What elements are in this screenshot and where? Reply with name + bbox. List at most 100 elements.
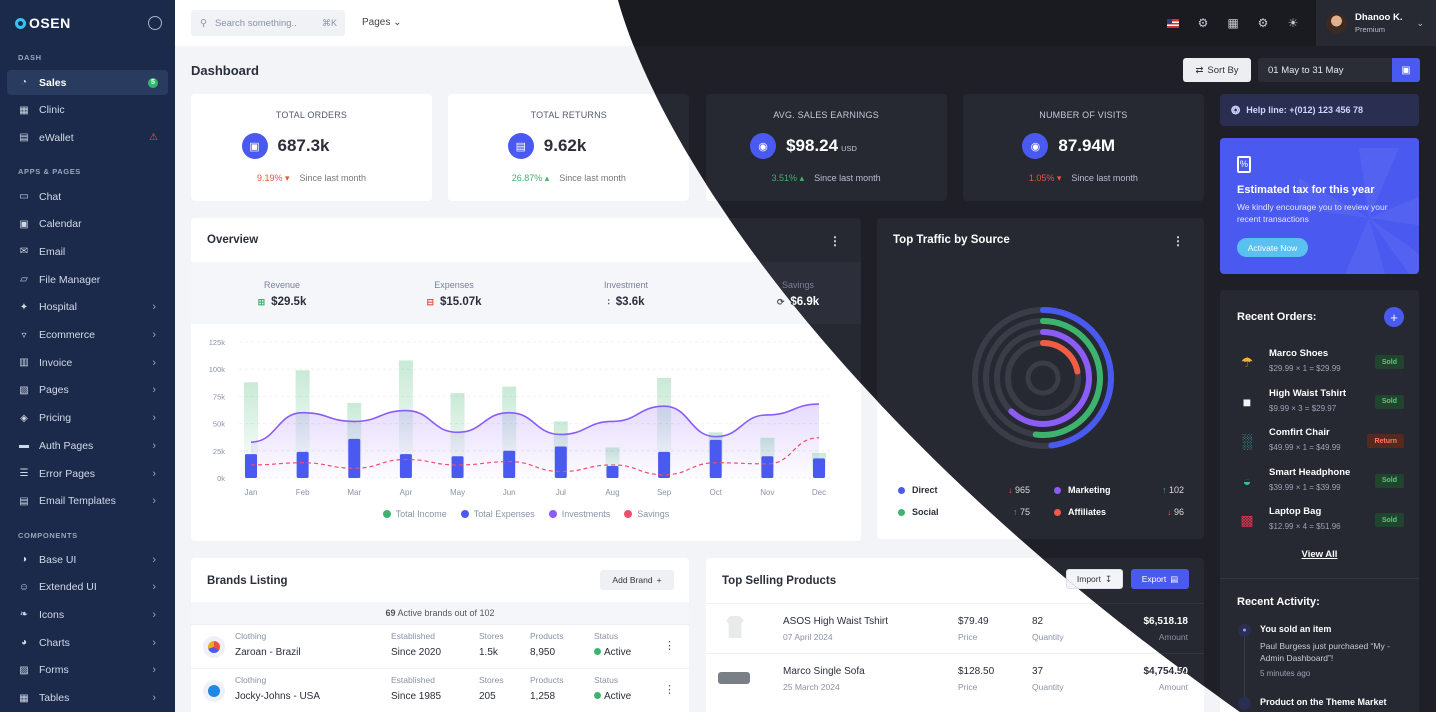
expenses-bar xyxy=(451,456,464,478)
legend-item[interactable]: Total Income xyxy=(382,509,447,519)
theme-sun-icon[interactable]: ☀ xyxy=(1287,16,1299,30)
legend-item[interactable]: Investments xyxy=(548,509,610,519)
overview-chart: 0k 25k 50k 75k 100k 125k Jan Feb Mar Apr May Jun Jul… xyxy=(209,338,831,497)
smiley-icon: ☺ xyxy=(18,581,30,593)
expenses-bar xyxy=(709,439,722,478)
stat-label: TOTAL ORDERS xyxy=(275,110,348,120)
export-button[interactable]: Export▤ xyxy=(1131,569,1189,589)
sidebar-item-ewallet[interactable]: ▤ eWallet ⚠ xyxy=(7,125,168,150)
topbar-actions: ⚙ ▦ ⚙ ☀ Dhanoo K. Premium ⌄ xyxy=(1166,0,1436,46)
sidebar-toggle-icon[interactable] xyxy=(148,16,162,30)
app-logo[interactable]: OSEN xyxy=(15,15,71,31)
order-name: Smart Headphone xyxy=(1269,466,1351,478)
sidebar-item-charts[interactable]: ◕ Charts › xyxy=(7,630,168,655)
sort-by-label: Sort By xyxy=(1207,64,1239,76)
search-box[interactable]: ⚲ Search something.. ⌘K xyxy=(191,10,345,36)
sidebar-item-extended-ui[interactable]: ☺ Extended UI › xyxy=(7,575,168,600)
status-badge: Sold xyxy=(1375,395,1404,409)
stat-card: TOTAL ORDERS ▣ 687.3k 9.19% ▾ Since last mon… xyxy=(191,94,432,201)
summary-label: Revenue xyxy=(263,280,301,290)
language-flag-icon[interactable] xyxy=(1166,16,1180,30)
table-row[interactable]: Clothing Zaroan - Brazil Established Since … xyxy=(191,624,689,668)
sort-by-button[interactable]: ⇄Sort By xyxy=(1183,58,1251,82)
sidebar-item-forms[interactable]: ▨ Forms › xyxy=(7,658,168,683)
order-row[interactable]: ■ High Waist Tshirt $9.99 × 3 = $29.97 Sold xyxy=(1220,386,1419,422)
sidebar: OSEN DASH APPS & PAGES COMPONENTS ◔ Sales… xyxy=(0,0,175,712)
sidebar-item-tables[interactable]: ▦ Tables › xyxy=(7,686,168,711)
order-row[interactable]: ░ Comfirt Chair $49.99 × 1 = $49.99 Return xyxy=(1220,425,1419,461)
legend-item[interactable]: Total Expenses xyxy=(460,509,535,519)
sidebar-item-file-manager[interactable]: ▱ File Manager xyxy=(7,267,168,292)
column-label: Status xyxy=(594,631,619,641)
brand-category: Clothing xyxy=(235,675,267,685)
search-icon: ⚲ xyxy=(200,17,207,29)
settings-gear-icon[interactable]: ⚙ xyxy=(1257,16,1269,30)
sidebar-item-pages[interactable]: ▧ Pages › xyxy=(7,378,168,403)
x-tick-label: Mar xyxy=(347,488,361,497)
top-selling-title: Top Selling Products xyxy=(722,575,837,587)
brand-products: 8,950 xyxy=(530,647,555,658)
stat-footer: 1.05% ▾ Since last month xyxy=(963,173,1204,184)
order-row[interactable]: ▩ Laptop Bag $12.99 × 4 = $51.96 Sold xyxy=(1220,504,1419,540)
sidebar-item-clinic[interactable]: ▦ Clinic xyxy=(7,98,168,123)
stat-label: NUMBER OF VISITS xyxy=(1039,110,1128,120)
legend-swatch xyxy=(460,510,469,518)
ring-direct xyxy=(975,310,1111,446)
order-row[interactable]: ☂ Marco Shoes $29.99 × 1 = $29.99 Sold xyxy=(1220,346,1419,382)
sidebar-item-icons[interactable]: ❧ Icons › xyxy=(7,602,168,627)
sidebar-item-ecommerce[interactable]: ▿ Ecommerce › xyxy=(7,323,168,348)
search-input[interactable]: Search something.. xyxy=(214,17,297,29)
price-tag-icon: ◈ xyxy=(20,412,28,424)
form-icon: ▨ xyxy=(19,664,29,676)
tax-card: % Estimated tax for this year We kindly … xyxy=(1220,138,1419,274)
column-label: Price xyxy=(958,682,978,692)
calendar-icon[interactable]: ▣ xyxy=(1392,58,1420,82)
arrow-up-icon: ↑ xyxy=(1161,485,1169,495)
sidebar-item-label: Tables xyxy=(39,692,70,704)
product-price: $79.49 xyxy=(958,616,989,627)
refresh-icon: ⟳ xyxy=(776,297,785,307)
row-menu-icon[interactable]: ⋮ xyxy=(664,684,675,696)
sidebar-item-email[interactable]: ✉ Email xyxy=(7,239,168,264)
brand-established: Since 1985 xyxy=(391,691,441,702)
date-range-input[interactable]: 01 May to 31 May ▣ xyxy=(1258,58,1420,82)
stat-icon: ◉ xyxy=(750,133,776,159)
user-menu[interactable]: Dhanoo K. Premium ⌄ xyxy=(1316,0,1436,46)
row-menu-icon[interactable]: ⋮ xyxy=(664,640,675,652)
notification-bell-icon[interactable]: ⚙ xyxy=(1197,16,1209,30)
sidebar-item-invoice[interactable]: ▥ Invoice › xyxy=(7,350,168,375)
sidebar-item-calendar[interactable]: ▣ Calendar xyxy=(7,212,168,237)
x-tick-label: Jul xyxy=(556,488,566,497)
brand-products: 1,258 xyxy=(530,691,555,702)
activate-now-button[interactable]: Activate Now xyxy=(1237,238,1308,257)
order-row[interactable]: ◒ Smart Headphone $39.99 × 1 = $39.99 Sold xyxy=(1220,465,1419,501)
sidebar-item-sales[interactable]: ◔ Sales 5 xyxy=(7,70,168,95)
help-line[interactable]: ❂ Help line: +(012) 123 456 78 xyxy=(1220,94,1419,126)
sidebar-item-label: Chat xyxy=(39,190,62,203)
chevron-right-icon: › xyxy=(152,495,156,508)
sidebar-item-auth-pages[interactable]: ▬ Auth Pages › xyxy=(7,433,168,458)
x-tick-label: Oct xyxy=(710,488,723,497)
sidebar-item-email-templates[interactable]: ▤ Email Templates › xyxy=(7,489,168,514)
import-button[interactable]: Import↧ xyxy=(1066,569,1123,589)
table-row[interactable]: Clothing Jocky-Johns - USA Established Sinc… xyxy=(191,668,689,712)
table-row[interactable]: Marco Single Sofa 25 March 2024 $128.50 Pri… xyxy=(706,653,1204,703)
sidebar-item-error-pages[interactable]: ☰ Error Pages › xyxy=(7,461,168,486)
sidebar-item-pricing[interactable]: ◈ Pricing › xyxy=(7,406,168,431)
add-brand-button[interactable]: Add Brand+ xyxy=(600,570,674,590)
legend-item[interactable]: Savings xyxy=(624,509,669,519)
overview-menu-icon[interactable]: ⋮ xyxy=(829,234,841,248)
order-name: Marco Shoes xyxy=(1269,348,1329,359)
sidebar-item-hospital[interactable]: ✦ Hospital › xyxy=(7,295,168,320)
sidebar-item-chat[interactable]: ▭ Chat xyxy=(7,184,168,209)
sidebar-item-base-ui[interactable]: ◑ Base UI › xyxy=(7,547,168,572)
chevron-down-icon: ⌄ xyxy=(393,17,402,28)
view-all-link[interactable]: View All xyxy=(1301,549,1338,560)
pages-menu[interactable]: Pages ⌄ xyxy=(362,17,402,28)
add-order-button[interactable]: + xyxy=(1384,307,1404,327)
file-icon: ▤ xyxy=(1170,573,1179,584)
traffic-menu-icon[interactable]: ⋮ xyxy=(1172,234,1184,248)
divider xyxy=(1220,578,1419,579)
apps-grid-icon[interactable]: ▦ xyxy=(1227,16,1239,30)
sidebar-section-dash: DASH xyxy=(18,53,42,62)
